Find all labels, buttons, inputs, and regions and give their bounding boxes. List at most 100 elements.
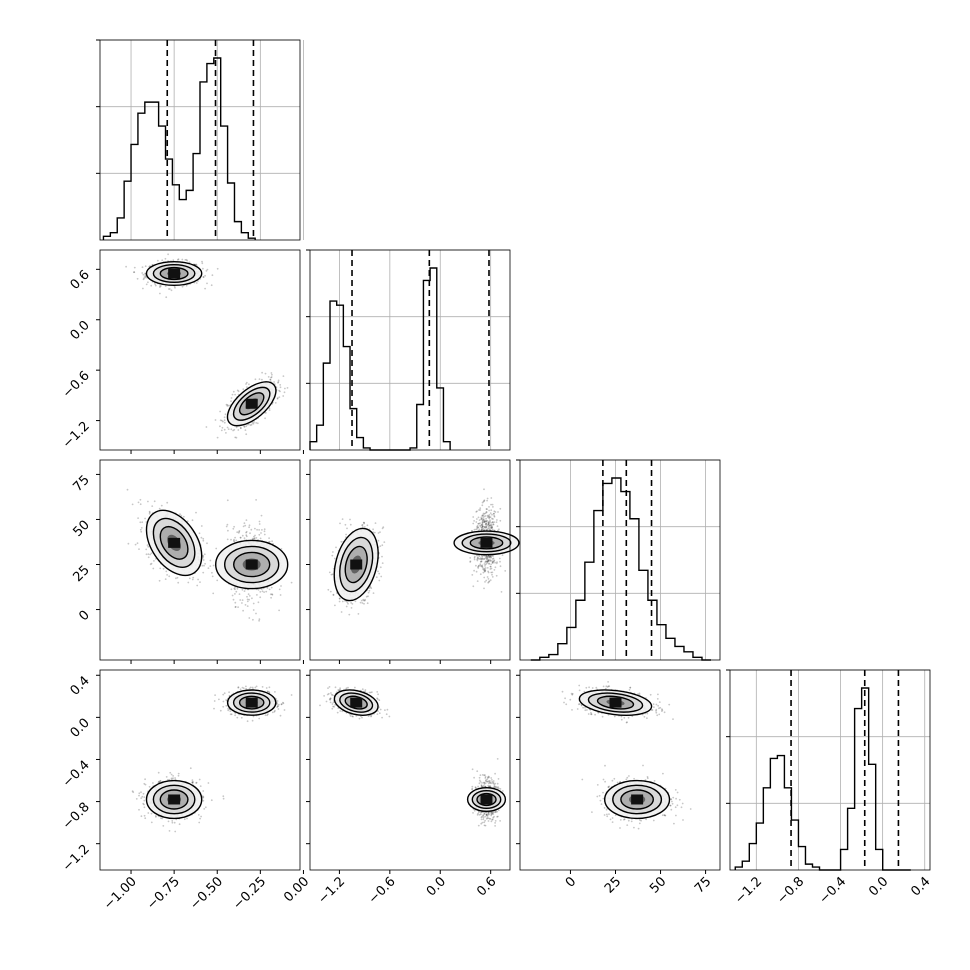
scatter-point <box>142 278 145 281</box>
scatter-point <box>477 516 480 519</box>
scatter-point <box>486 497 489 500</box>
scatter-point <box>230 538 232 541</box>
scatter-point <box>377 570 379 573</box>
scatter-point <box>159 285 161 287</box>
scatter-point <box>185 258 188 261</box>
scatter-point <box>377 532 380 534</box>
scatter-point <box>227 428 230 430</box>
scatter-point <box>186 817 188 820</box>
scatter-point <box>140 527 143 529</box>
scatter-point <box>482 518 485 520</box>
scatter-point <box>239 427 242 429</box>
scatter-point <box>473 520 475 522</box>
scatter-point <box>188 261 191 264</box>
scatter-point <box>479 563 482 566</box>
scatter-point <box>197 578 200 581</box>
scatter-point <box>142 273 145 276</box>
scatter-point <box>473 557 476 559</box>
scatter-point <box>263 591 265 593</box>
scatter-point <box>160 285 162 287</box>
scatter-point <box>152 782 154 784</box>
scatter-point <box>340 611 343 613</box>
scatter-point <box>244 429 247 431</box>
scatter-point <box>490 522 492 524</box>
scatter-point <box>214 419 217 421</box>
scatter-point <box>207 567 210 569</box>
scatter-point <box>350 607 353 609</box>
scatter-point <box>246 600 249 603</box>
scatter-point <box>261 529 263 531</box>
scatter-point <box>476 518 478 520</box>
scatter-point <box>491 571 494 574</box>
scatter-point <box>368 589 371 592</box>
scatter-point <box>182 515 185 518</box>
scatter-point <box>153 560 155 562</box>
scatter-point <box>176 576 179 579</box>
scatter-point <box>226 426 229 429</box>
scatter-point <box>347 602 349 605</box>
scatter-point <box>252 609 255 611</box>
scatter-point <box>154 283 157 286</box>
scatter-point <box>350 602 352 604</box>
scatter-point <box>365 595 368 598</box>
scatter-point <box>267 376 270 378</box>
scatter-point <box>483 563 486 565</box>
scatter-point <box>249 532 251 535</box>
scatter-point <box>485 522 488 525</box>
scatter-point <box>233 540 236 543</box>
scatter-point <box>242 609 245 612</box>
scatter-point <box>153 500 156 503</box>
scatter-point <box>201 564 204 567</box>
scatter-point <box>203 553 206 556</box>
scatter-point <box>493 559 496 562</box>
scatter-point <box>492 523 495 525</box>
scatter-point <box>170 773 173 776</box>
scatter-point <box>493 569 496 571</box>
scatter-point <box>232 598 235 601</box>
scatter-point <box>157 259 159 262</box>
scatter-point <box>216 436 219 439</box>
scatter-point <box>225 432 227 434</box>
scatter-point <box>499 519 502 522</box>
scatter-point <box>150 821 153 824</box>
scatter-point <box>263 533 266 536</box>
scatter-point <box>242 525 245 528</box>
scatter-point <box>379 531 381 533</box>
scatter-point <box>472 585 475 588</box>
y-tick-label: 0.6 <box>68 268 93 293</box>
scatter-point <box>279 594 282 596</box>
scatter-point <box>169 771 172 774</box>
scatter-point <box>243 522 246 525</box>
scatter-point <box>195 511 197 514</box>
scatter-point <box>147 556 150 559</box>
scatter-point <box>226 538 229 541</box>
scatter-point <box>223 419 226 422</box>
scatter-point <box>253 535 255 538</box>
scatter-point <box>236 587 239 590</box>
scatter-point <box>155 816 157 818</box>
density-peak <box>245 398 258 409</box>
scatter-point <box>273 381 275 383</box>
scatter-point <box>349 523 352 526</box>
scatter-point <box>482 525 484 528</box>
scatter-point <box>261 378 263 381</box>
scatter-point <box>359 601 362 604</box>
scatter-point <box>264 417 266 420</box>
scatter-point <box>254 527 256 530</box>
scatter-point <box>140 797 143 799</box>
scatter-point <box>498 557 501 560</box>
scatter-point <box>205 426 208 428</box>
scatter-point <box>216 267 219 270</box>
scatter-point <box>248 526 251 529</box>
scatter-point <box>159 292 161 295</box>
scatter-point <box>258 619 260 622</box>
y-tick-label: 75 <box>71 473 93 495</box>
scatter-point <box>211 274 214 277</box>
scatter-point <box>482 519 485 522</box>
scatter-point <box>230 588 233 591</box>
scatter-point <box>200 525 203 527</box>
scatter-point <box>290 581 293 584</box>
scatter-point <box>234 536 237 539</box>
scatter-point <box>166 501 169 504</box>
scatter-point <box>381 562 384 564</box>
